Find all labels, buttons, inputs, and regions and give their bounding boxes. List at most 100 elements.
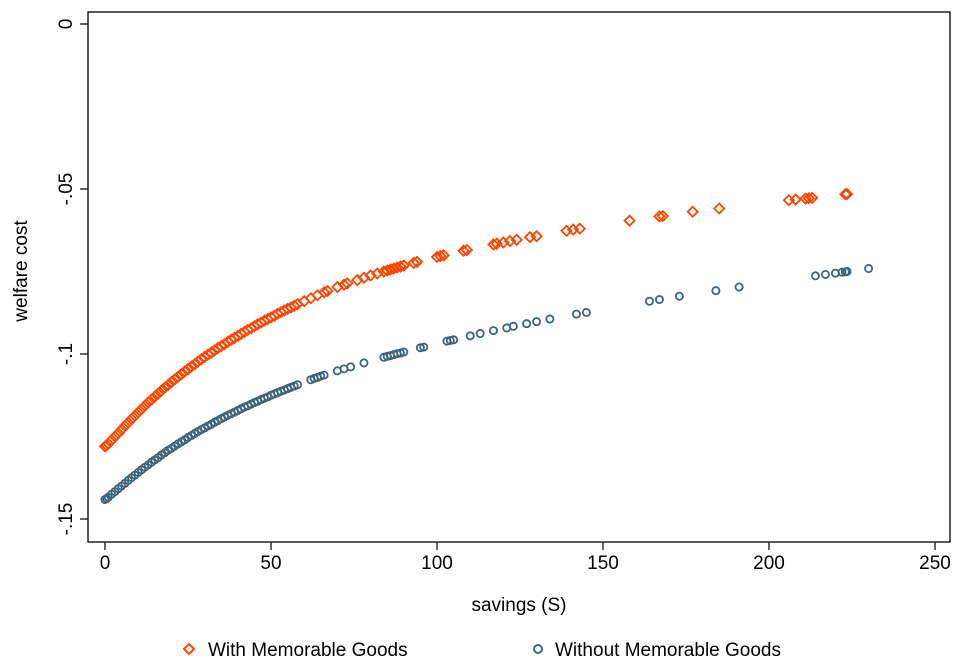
data-point-diamond <box>121 416 135 429</box>
x-axis-title: savings (S) <box>471 595 566 616</box>
x-tick-label: 250 <box>919 553 951 574</box>
data-point-diamond <box>321 284 334 298</box>
data-point-circle <box>644 296 654 306</box>
data-point-diamond <box>364 269 377 282</box>
data-point-circle <box>359 358 369 368</box>
data-point-diamond <box>138 399 152 413</box>
data-point-diamond <box>161 378 175 392</box>
y-tick-label: 0 <box>56 19 77 30</box>
data-point-diamond <box>839 188 852 201</box>
data-point-circle <box>734 282 744 292</box>
data-point-diamond <box>102 437 115 451</box>
data-point-circle <box>842 266 852 276</box>
data-point-diamond <box>510 233 523 247</box>
data-point-circle <box>346 362 356 372</box>
data-point-diamond <box>387 262 401 275</box>
x-tick-label: 150 <box>587 553 619 574</box>
data-point-diamond <box>802 191 816 205</box>
x-tick-label: 0 <box>100 553 111 574</box>
data-point-circle <box>399 347 409 357</box>
data-point-diamond <box>128 409 142 422</box>
data-point-diamond <box>434 249 447 263</box>
plot-frame <box>87 11 951 543</box>
data-point-diamond <box>185 360 198 373</box>
data-point-diamond <box>390 261 404 274</box>
data-point-circle <box>419 342 429 352</box>
data-point-diamond <box>145 393 158 406</box>
data-point-diamond <box>181 362 195 376</box>
data-point-circle <box>522 319 532 329</box>
plot-area <box>87 11 951 543</box>
data-point-diamond <box>394 260 407 273</box>
data-point-diamond <box>377 265 391 278</box>
data-point-diamond <box>656 209 670 223</box>
data-point-circle <box>581 307 591 317</box>
data-point-diamond <box>430 250 444 264</box>
data-point-diamond <box>131 406 145 419</box>
x-tick-label: 50 <box>260 553 281 574</box>
data-point-circle <box>654 295 664 305</box>
data-point-diamond <box>112 426 125 440</box>
data-point-circle <box>102 494 112 504</box>
data-point-diamond <box>397 259 411 272</box>
data-point-circle <box>837 267 847 277</box>
data-point-diamond <box>118 419 132 433</box>
data-point-circle <box>508 321 518 331</box>
data-point-diamond <box>341 277 354 290</box>
data-point-diamond <box>151 387 165 400</box>
data-point-diamond <box>712 202 726 215</box>
data-point-circle <box>293 380 303 390</box>
data-point-diamond <box>165 375 178 389</box>
series-with-memorable-goods <box>98 187 854 453</box>
y-axis-title: welfare cost <box>11 220 32 323</box>
data-point-diamond <box>337 278 351 291</box>
data-point-circle <box>449 335 459 345</box>
y-tick-label: -.05 <box>56 173 77 206</box>
x-axis: 0 50 100 150 200 250 <box>100 542 951 574</box>
data-point-diamond <box>188 357 201 371</box>
data-point-diamond <box>370 267 384 280</box>
legend-label-with-memorable-goods: With Memorable Goods <box>208 640 408 661</box>
data-point-circle <box>820 269 830 279</box>
data-point-circle <box>545 314 555 324</box>
data-point-diamond <box>457 244 470 257</box>
y-tick-label: -.1 <box>56 343 77 365</box>
data-point-diamond <box>115 423 128 436</box>
legend-item-with-memorable-goods: With Memorable Goods <box>182 640 408 661</box>
data-point-diamond <box>380 264 394 277</box>
data-point-diamond <box>141 396 155 409</box>
legend-marker-circle <box>533 644 543 654</box>
data-point-diamond <box>384 263 397 276</box>
legend-label-without-memorable-goods: Without Memorable Goods <box>555 640 781 661</box>
data-point-circle <box>711 286 721 296</box>
data-point-diamond <box>155 384 168 397</box>
data-point-diamond <box>410 255 424 269</box>
data-point-diamond <box>686 205 699 219</box>
data-point-diamond <box>437 249 450 262</box>
legend-marker-diamond <box>182 642 196 656</box>
data-marks <box>98 187 874 505</box>
data-point-circle <box>475 329 485 339</box>
y-axis: 0 -.05 -.1 -.15 <box>56 19 88 535</box>
data-point-diamond <box>497 236 510 249</box>
data-point-diamond <box>125 412 138 426</box>
data-point-diamond <box>623 214 636 227</box>
data-point-diamond <box>653 210 666 223</box>
data-point-circle <box>319 370 329 380</box>
data-point-diamond <box>171 370 185 384</box>
data-point-circle <box>532 317 542 327</box>
x-tick-label: 100 <box>421 553 453 574</box>
data-point-circle <box>465 331 475 341</box>
x-tick-label: 200 <box>753 553 785 574</box>
data-point-diamond <box>503 234 517 248</box>
data-point-diamond <box>287 299 301 313</box>
data-point-diamond <box>789 193 802 206</box>
series-without-memorable-goods <box>100 264 874 505</box>
data-point-diamond <box>460 243 474 257</box>
data-point-diamond <box>840 187 854 201</box>
data-point-circle <box>571 309 581 319</box>
data-point-diamond <box>573 222 587 235</box>
data-point-diamond <box>530 229 543 243</box>
